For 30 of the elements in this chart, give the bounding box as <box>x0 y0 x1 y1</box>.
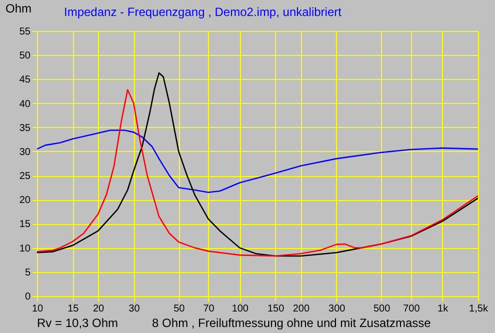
chart-title: Impedanz - Frequenzgang , Demo2.imp, unkalibriert <box>64 5 342 19</box>
text: Rv = 10,3 Ohm <box>37 316 118 330</box>
x-tick-label: 20 <box>92 304 105 314</box>
y-tick-label: 0 <box>24 292 31 302</box>
x-tick-label: 1k <box>438 304 450 314</box>
y-tick-label: 35 <box>19 122 31 134</box>
y-axis-title: Ohm <box>6 2 32 16</box>
x-tick-label: 150 <box>268 304 285 314</box>
x-tick-label: 500 <box>373 304 391 314</box>
y-tick-label: 30 <box>19 146 31 158</box>
x-tick-label: 10 <box>32 304 44 314</box>
text: 8 Ohm , Freiluftmessung ohne und mit Zusatzmasse <box>152 316 431 330</box>
y-tick-label: 25 <box>19 171 31 182</box>
x-tick-label: 200 <box>292 304 310 314</box>
x-tick-label: 1,5k <box>469 304 489 314</box>
x-tick-label: 50 <box>174 304 186 314</box>
y-tick-label: 45 <box>19 74 31 86</box>
y-tick-label: 5 <box>24 267 31 278</box>
x-tick-label: 30 <box>128 304 140 314</box>
x-tick-label: 70 <box>203 304 215 314</box>
x-tick-label: 300 <box>328 304 346 314</box>
x-tick-label: 15 <box>68 304 80 314</box>
x-tick-label: 100 <box>232 304 249 314</box>
y-tick-label: 50 <box>19 50 31 62</box>
y-tick-label: 55 <box>19 26 31 38</box>
y-tick-label: 40 <box>19 98 31 110</box>
x-tick-label: 700 <box>403 304 420 314</box>
y-tick-label: 15 <box>19 219 31 230</box>
y-tick-label: 10 <box>19 243 31 254</box>
y-tick-label: 20 <box>19 195 31 206</box>
